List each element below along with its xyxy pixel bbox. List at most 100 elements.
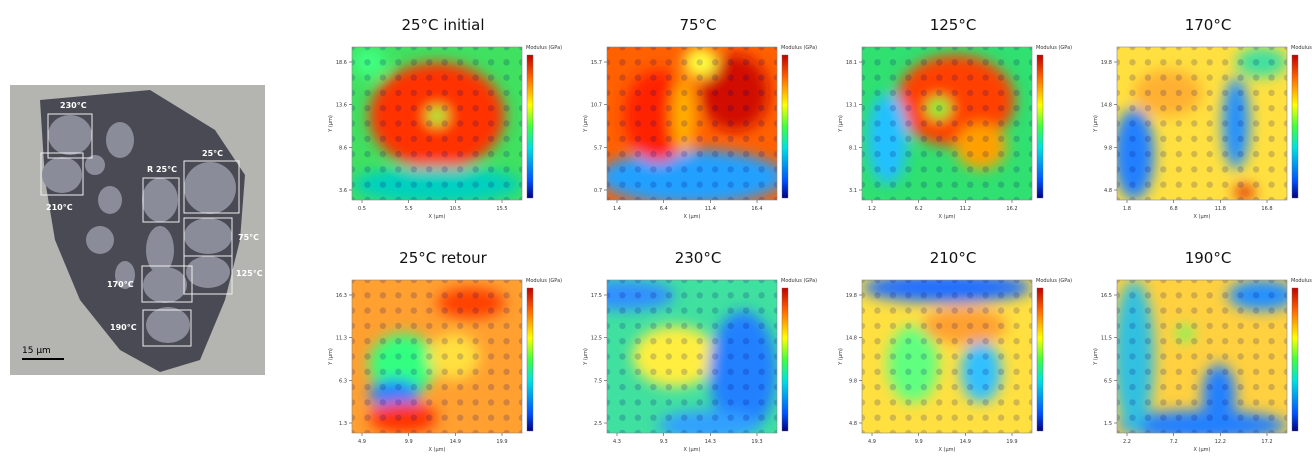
x-axis-label: X (µm) (1194, 447, 1211, 453)
x-tick-label: 19.9 (496, 439, 507, 445)
micrograph-label: 170°C (107, 280, 134, 289)
x-tick-label: 16.4 (751, 206, 762, 212)
colorbar (781, 54, 789, 199)
heatmap-panel: 210°C 4.9 9.9 14.9 19.9 19.8 14.8 9.8 4.8 X (µm) Y… (838, 249, 1072, 453)
x-axis-label: X (µm) (1194, 214, 1211, 220)
y-tick-label: 11.5 (1101, 336, 1112, 342)
y-tick-label: 16.3 (336, 293, 347, 299)
x-axis-label: X (µm) (429, 447, 446, 453)
y-tick-label: 1.5 (1104, 421, 1112, 427)
micrograph-label: 25°C (202, 149, 223, 158)
y-axis-label: Y (µm) (1093, 348, 1099, 366)
y-tick-label: 0.7 (594, 188, 602, 194)
scale-bar: 15 µm (22, 346, 51, 356)
panel-title: 230°C (675, 249, 722, 267)
panel-title: 25°C initial (401, 16, 484, 34)
plot-frame (861, 46, 1033, 201)
x-tick-label: 19.9 (1006, 439, 1017, 445)
x-tick-label: 4.3 (613, 439, 621, 445)
micrograph: 230°C 210°C R 25°C 25°C 75°C 125°C 170°C… (10, 85, 265, 375)
x-axis-label: X (µm) (939, 447, 956, 453)
x-axis-label: X (µm) (939, 214, 956, 220)
y-tick-label: 11.3 (336, 336, 347, 342)
x-tick-label: 0.5 (358, 206, 366, 212)
x-tick-label: 10.5 (450, 206, 461, 212)
heatmap-panel: 75°C 1.4 6.4 11.4 16.4 15.7 10.7 5.7 0.7 X (µm) Y … (583, 16, 817, 220)
y-tick-label: 3.6 (339, 188, 347, 194)
colorbar-label: Modulus (GPa) (1036, 278, 1072, 284)
y-tick-label: 19.8 (846, 293, 857, 299)
colorbar (526, 287, 534, 432)
colorbar-label: Modulus (GPa) (526, 45, 562, 51)
x-tick-label: 6.4 (660, 206, 668, 212)
plot-frame (1116, 279, 1288, 434)
micrograph-label: 75°C (238, 233, 259, 242)
panel-title: 170°C (1185, 16, 1232, 34)
colorbar-label: Modulus (GPa) (781, 45, 817, 51)
x-tick-label: 9.9 (915, 439, 923, 445)
x-axis-label: X (µm) (684, 447, 701, 453)
x-tick-label: 1.2 (868, 206, 876, 212)
plot-frame (1116, 46, 1288, 201)
x-tick-label: 15.5 (496, 206, 507, 212)
x-tick-label: 14.9 (960, 439, 971, 445)
micrograph-label: 190°C (110, 323, 137, 332)
heatmap (862, 280, 1032, 433)
x-tick-label: 4.9 (358, 439, 366, 445)
colorbar (1036, 287, 1044, 432)
colorbar (781, 287, 789, 432)
y-tick-label: 15.7 (591, 60, 602, 66)
y-tick-label: 7.5 (594, 378, 602, 384)
y-tick-label: 14.8 (846, 336, 857, 342)
plot-frame (606, 279, 778, 434)
plot-frame (351, 46, 523, 201)
y-axis-label: Y (µm) (1093, 115, 1099, 133)
y-axis-label: Y (µm) (838, 115, 844, 133)
y-tick-label: 12.5 (591, 336, 602, 342)
heatmap-panel: 125°C 1.2 6.2 11.2 16.2 18.1 13.1 8.1 3.1 X (µm) Y… (838, 16, 1072, 220)
x-tick-label: 11.2 (960, 206, 971, 212)
x-tick-label: 6.8 (1170, 206, 1178, 212)
y-tick-label: 4.8 (849, 421, 857, 427)
x-tick-label: 17.2 (1261, 439, 1272, 445)
heatmap (1117, 280, 1287, 433)
y-axis-label: Y (µm) (838, 348, 844, 366)
x-axis-label: X (µm) (684, 214, 701, 220)
colorbar-label: Modulus (GPa) (1291, 45, 1312, 51)
x-tick-label: 16.8 (1261, 206, 1272, 212)
heatmap (607, 47, 777, 200)
colorbar (526, 54, 534, 199)
heatmap-panel: 190°C 2.2 7.2 12.2 17.2 16.5 11.5 6.5 1.5 X (µm) Y… (1093, 249, 1312, 453)
plot-frame (861, 279, 1033, 434)
colorbar (1036, 54, 1044, 199)
x-tick-label: 12.2 (1215, 439, 1226, 445)
heatmap-panel: 25°C initial 0.5 5.5 10.5 15.5 18.6 13.6 8.6 3.6… (328, 16, 562, 220)
panel-title: 125°C (930, 16, 977, 34)
heatmap-panel: 25°C retour 4.9 9.9 14.9 19.9 16.3 11.3 6.3 1.3 X… (328, 249, 562, 453)
y-tick-label: 2.5 (594, 421, 602, 427)
y-axis-label: Y (µm) (583, 348, 589, 366)
y-tick-label: 9.8 (849, 378, 857, 384)
x-tick-label: 2.2 (1123, 439, 1131, 445)
x-tick-label: 11.4 (705, 206, 716, 212)
y-axis-label: Y (µm) (328, 115, 334, 133)
heatmap (1117, 47, 1287, 200)
y-tick-label: 3.1 (849, 188, 857, 194)
x-tick-label: 5.5 (405, 206, 413, 212)
y-tick-label: 18.1 (846, 60, 857, 66)
x-tick-label: 7.2 (1170, 439, 1178, 445)
plot-frame (351, 279, 523, 434)
y-axis-label: Y (µm) (328, 348, 334, 366)
y-tick-label: 8.1 (849, 145, 857, 151)
panel-title: 190°C (1185, 249, 1232, 267)
x-tick-label: 16.2 (1006, 206, 1017, 212)
y-tick-label: 17.5 (591, 293, 602, 299)
heatmap-panel: 170°C 1.8 6.8 11.8 16.8 19.8 14.8 9.8 4.8 X (µm) Y… (1093, 16, 1312, 220)
x-tick-label: 1.8 (1123, 206, 1131, 212)
colorbar (1291, 287, 1299, 432)
colorbar-label: Modulus (GPa) (1036, 45, 1072, 51)
x-tick-label: 11.8 (1215, 206, 1226, 212)
heatmap-panel: 230°C 4.3 9.3 14.3 19.3 17.5 12.5 7.5 2.5 X (µm) Y… (583, 249, 817, 453)
x-axis-label: X (µm) (429, 214, 446, 220)
